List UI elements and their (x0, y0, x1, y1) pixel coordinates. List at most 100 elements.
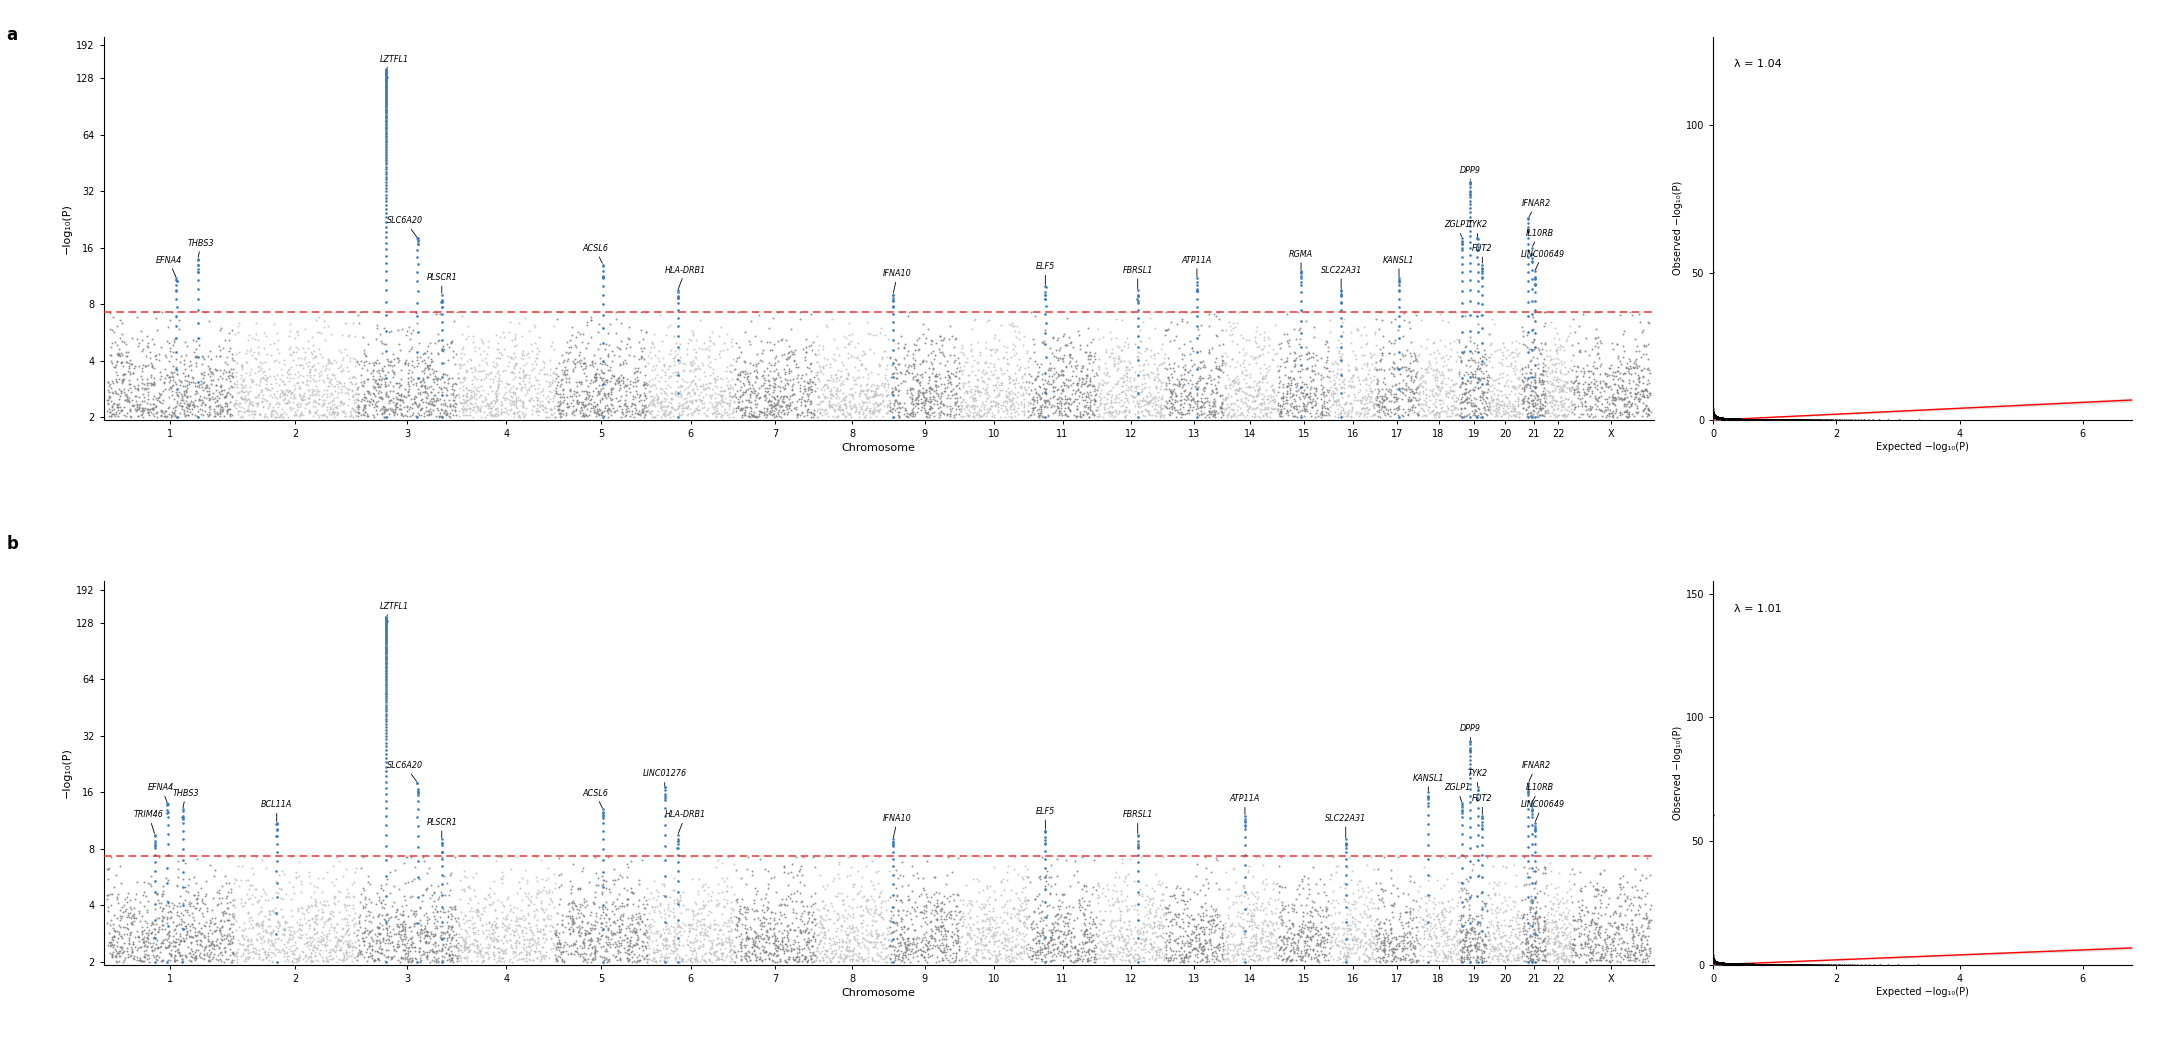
Point (604, 908, 639, 925)
Point (829, 369, 863, 386)
Point (1487, 948, 1521, 965)
Point (1701, 954, 1735, 971)
Point (520, 929, 555, 946)
Point (986, 349, 1021, 366)
Point (1364, 874, 1398, 891)
Point (1198, 394, 1232, 411)
Point (1519, 942, 1554, 959)
Point (561, 395, 596, 412)
Point (380, 918, 414, 935)
Point (298, 898, 332, 915)
Point (313, 399, 347, 416)
Point (906, 939, 941, 955)
Point (363, 389, 397, 406)
Point (1701, 410, 1735, 427)
Point (1744, 956, 1778, 973)
Point (257, 402, 291, 418)
Point (1023, 896, 1057, 913)
Point (1498, 406, 1532, 422)
Point (1696, 951, 1731, 968)
Point (1144, 408, 1178, 425)
Point (369, 639, 404, 656)
Point (652, 907, 686, 924)
Point (457, 882, 492, 899)
Point (945, 390, 980, 407)
Point (1517, 269, 1552, 286)
Point (1748, 956, 1783, 973)
Point (924, 903, 958, 920)
Point (770, 949, 805, 966)
Point (151, 927, 186, 944)
Point (1519, 951, 1554, 968)
Point (1701, 410, 1735, 427)
Point (1433, 903, 1467, 920)
Point (95, 930, 129, 947)
Point (1442, 408, 1476, 425)
Point (637, 408, 671, 425)
Point (1582, 920, 1616, 937)
Point (1325, 408, 1360, 425)
Point (1025, 408, 1060, 425)
Point (596, 380, 630, 396)
Point (404, 921, 438, 938)
Point (846, 342, 880, 359)
Point (781, 304, 816, 320)
Point (1701, 410, 1735, 427)
Point (807, 304, 842, 320)
Point (1711, 955, 1746, 972)
Point (384, 897, 419, 914)
Point (101, 330, 136, 346)
Point (1729, 956, 1763, 973)
Point (617, 396, 652, 413)
Point (1129, 917, 1163, 933)
Point (1364, 388, 1398, 405)
Point (496, 395, 531, 412)
Point (1767, 412, 1802, 429)
Point (1709, 955, 1744, 972)
Point (281, 398, 315, 415)
Point (246, 913, 281, 929)
Point (350, 907, 384, 924)
Point (1360, 396, 1394, 413)
Point (1379, 386, 1413, 403)
Point (155, 304, 190, 320)
Point (725, 401, 760, 417)
Point (330, 943, 365, 960)
Point (1746, 412, 1780, 429)
Point (863, 884, 898, 901)
Point (1713, 955, 1748, 972)
Point (1403, 899, 1437, 916)
Point (1362, 891, 1396, 907)
Point (1515, 252, 1549, 269)
Point (1096, 929, 1131, 946)
Point (1627, 387, 1662, 404)
Point (488, 340, 522, 357)
Point (248, 924, 283, 941)
Point (343, 353, 378, 369)
Point (442, 369, 477, 386)
Point (93, 353, 127, 369)
Point (231, 909, 265, 926)
Point (106, 903, 140, 920)
Point (1713, 955, 1748, 972)
Point (1295, 927, 1329, 944)
Point (971, 404, 1006, 420)
Point (1713, 411, 1748, 428)
Point (242, 924, 276, 941)
Point (481, 950, 516, 967)
Point (412, 890, 447, 906)
Point (809, 402, 844, 418)
Point (1489, 389, 1524, 406)
Point (1200, 905, 1234, 922)
Point (1709, 411, 1744, 428)
Point (1062, 952, 1096, 969)
Point (1713, 411, 1748, 428)
Point (447, 931, 481, 948)
Point (192, 383, 227, 399)
Point (514, 945, 548, 962)
Point (388, 916, 423, 932)
Point (1698, 954, 1733, 971)
Point (1191, 921, 1226, 938)
Point (425, 953, 460, 970)
Point (714, 935, 749, 951)
